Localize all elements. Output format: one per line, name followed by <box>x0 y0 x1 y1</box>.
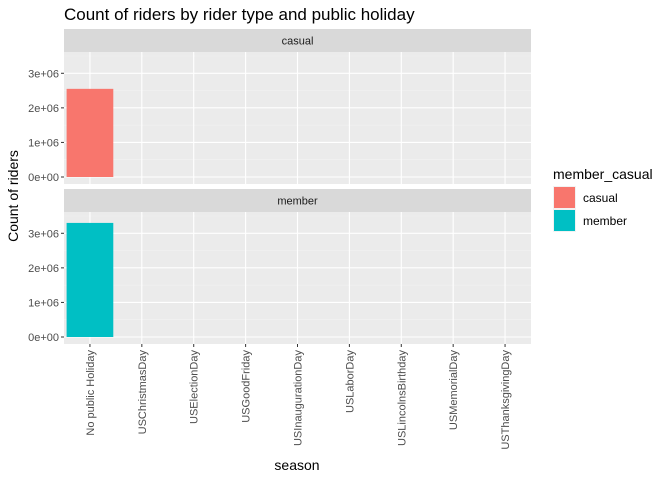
legend-label-casual: casual <box>583 191 618 205</box>
x-axis-title: season <box>274 457 319 473</box>
x-axis-tick-labels: No public Holiday USChristmasDay USElectio… <box>85 344 512 450</box>
y-tick-label: 0e+00 <box>28 172 59 184</box>
legend-title: member_casual <box>553 166 653 182</box>
facet-strip-member <box>64 189 531 212</box>
x-tick-label: No public Holiday <box>85 350 97 436</box>
facet-strip-label: casual <box>282 36 314 48</box>
chart-title: Count of riders by rider type and public… <box>64 5 415 24</box>
y-tick-label: 0e+00 <box>28 332 59 344</box>
x-tick-label: USElectionDay <box>189 350 201 424</box>
x-tick-label: USThanksgivingDay <box>500 350 512 450</box>
y-tick-label: 2e+06 <box>28 263 59 275</box>
x-tick-label: USMemorialDay <box>448 350 460 431</box>
bar-casual-no-public-holiday <box>66 88 114 177</box>
legend-swatch-member <box>554 210 575 231</box>
y-tick-label: 3e+06 <box>28 68 59 80</box>
x-tick-label: USGoodFriday <box>241 350 253 423</box>
y-axis-title: Count of riders <box>5 150 21 242</box>
y-tick-label: 1e+06 <box>28 137 59 149</box>
facet-panels: casual 0e+00 1e+06 2e+06 3e+06 member 0e+00 1e+… <box>28 29 531 344</box>
y-tick-label: 1e+06 <box>28 297 59 309</box>
legend-label-member: member <box>583 214 627 228</box>
x-tick-label: USLincolnsBirthday <box>396 350 408 446</box>
legend-swatch-casual <box>554 187 575 208</box>
facet-member: member 0e+00 1e+06 2e+06 3e+06 <box>28 189 531 344</box>
y-tick-label: 2e+06 <box>28 103 59 115</box>
facet-casual: casual 0e+00 1e+06 2e+06 3e+06 <box>28 29 531 184</box>
bar-member-no-public-holiday <box>66 222 114 337</box>
facet-strip-label: member <box>277 196 318 208</box>
x-tick-label: USChristmasDay <box>137 350 149 435</box>
facet-strip-casual <box>64 29 531 52</box>
y-tick-label: 3e+06 <box>28 228 59 240</box>
x-tick-label: USLaborDay <box>344 350 356 413</box>
x-tick-label: USInaugurationDay <box>293 350 305 447</box>
legend: member_casual casual member <box>553 166 653 232</box>
